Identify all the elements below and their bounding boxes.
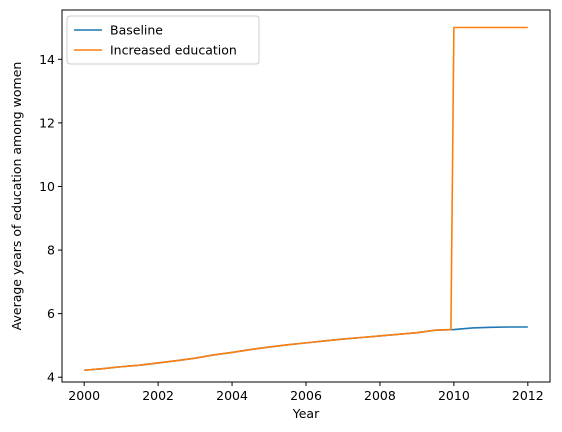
y-tick-label: 6: [47, 306, 55, 321]
x-tick-label: 2012: [512, 388, 544, 403]
plot-area: 2000 2002 2004 2006 2008 2010 2012 4 6 8 10 12 14: [39, 9, 551, 403]
x-tick-label: 2010: [438, 388, 470, 403]
x-tick-label: 2006: [290, 388, 322, 403]
x-axis-label: Year: [292, 406, 320, 421]
series-lines: [84, 26, 528, 372]
y-tick-label: 8: [47, 243, 55, 258]
legend: Baseline Increased education: [66, 15, 260, 65]
plot-frame: [61, 9, 551, 383]
x-tick-label: 2004: [216, 388, 248, 403]
y-tick-label: 10: [39, 179, 55, 194]
y-axis-label: Average years of education among women: [9, 62, 24, 331]
x-axis-ticks: 2000 2002 2004 2006 2008 2010 2012: [68, 382, 544, 403]
x-tick-label: 2002: [142, 388, 174, 403]
y-tick-label: 12: [39, 115, 55, 130]
legend-label-increased-education: Increased education: [110, 43, 237, 58]
legend-entry-baseline: Baseline: [74, 23, 163, 38]
series-line-increased-education: [84, 26, 528, 372]
y-tick-label: 4: [47, 370, 55, 385]
x-tick-label: 2008: [364, 388, 396, 403]
y-axis-ticks: 4 6 8 10 12 14: [39, 52, 62, 385]
legend-box: [66, 15, 260, 65]
y-tick-label: 14: [39, 52, 55, 67]
x-tick-label: 2000: [68, 388, 100, 403]
legend-label-baseline: Baseline: [110, 23, 163, 38]
legend-entry-increased-education: Increased education: [74, 43, 237, 58]
